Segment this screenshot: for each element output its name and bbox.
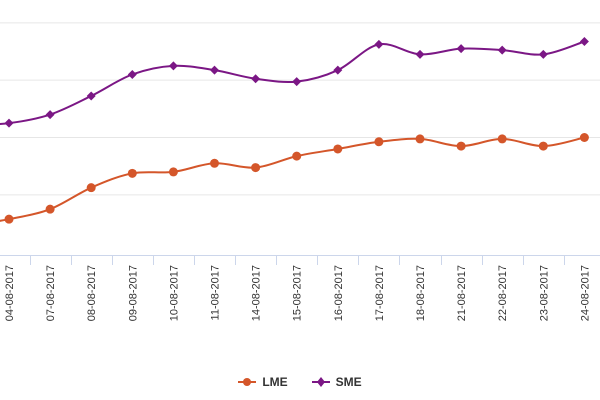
- x-tick-label: 11-08-2017: [210, 265, 222, 320]
- data-point-sme[interactable]: [538, 49, 548, 59]
- legend: LME SME: [0, 371, 600, 393]
- data-point-sme[interactable]: [579, 36, 589, 46]
- x-tick-label: 14-08-2017: [251, 265, 263, 321]
- x-tick-label: 15-08-2017: [292, 265, 304, 321]
- x-tick-label: 18-08-2017: [415, 265, 427, 321]
- data-point-sme[interactable]: [497, 45, 507, 55]
- legend-label-sme: SME: [335, 375, 362, 389]
- x-tick-label: 10-08-2017: [168, 265, 180, 321]
- series-line-sme: [0, 40, 585, 126]
- data-point-lme[interactable]: [374, 137, 384, 147]
- data-point-sme[interactable]: [456, 44, 466, 54]
- legend-symbol-sme: [311, 377, 330, 387]
- data-point-sme[interactable]: [45, 110, 55, 120]
- data-point-lme[interactable]: [292, 151, 302, 161]
- data-point-sme[interactable]: [4, 118, 14, 128]
- legend-item-lme[interactable]: LME: [238, 375, 288, 389]
- legend-item-sme[interactable]: SME: [311, 375, 362, 389]
- x-tick-label: 16-08-2017: [333, 265, 345, 321]
- series-markers: [4, 36, 589, 224]
- data-point-sme[interactable]: [415, 49, 425, 59]
- data-point-lme[interactable]: [86, 183, 96, 193]
- data-point-sme[interactable]: [86, 91, 96, 101]
- gridlines: [0, 22, 600, 196]
- x-tick-label: 23-08-2017: [538, 265, 550, 321]
- data-point-lme[interactable]: [4, 214, 14, 224]
- series-lines: [0, 40, 585, 222]
- legend-symbol-lme: [238, 378, 257, 386]
- data-point-lme[interactable]: [497, 134, 507, 144]
- data-point-lme[interactable]: [168, 167, 178, 177]
- data-point-sme[interactable]: [251, 74, 261, 84]
- data-point-sme[interactable]: [127, 69, 137, 79]
- data-point-lme[interactable]: [415, 134, 425, 144]
- data-point-lme[interactable]: [251, 163, 261, 173]
- data-point-sme[interactable]: [292, 77, 302, 87]
- x-tick-label: 08-08-2017: [86, 265, 98, 321]
- x-tick-label: 17-08-2017: [374, 265, 386, 321]
- x-tick-label: 22-08-2017: [497, 265, 509, 321]
- data-point-lme[interactable]: [45, 204, 55, 214]
- x-tick-label: 07-08-2017: [45, 265, 57, 321]
- x-tick-label: 24-08-2017: [579, 265, 591, 321]
- data-point-lme[interactable]: [333, 144, 343, 154]
- x-axis-tick-labels: 04-08-2017 07-08-2017 08-08-2017 09-08-2017…: [4, 265, 591, 321]
- data-point-lme[interactable]: [456, 141, 466, 151]
- x-axis: [0, 255, 600, 265]
- data-point-lme[interactable]: [538, 141, 548, 151]
- data-point-lme[interactable]: [579, 133, 589, 142]
- x-tick-label: 09-08-2017: [127, 265, 139, 321]
- data-point-sme[interactable]: [333, 65, 343, 75]
- x-tick-label: 04-08-2017: [4, 265, 16, 321]
- x-tick-label: 21-08-2017: [456, 265, 468, 321]
- legend-label-lme: LME: [262, 375, 288, 389]
- data-point-sme[interactable]: [210, 65, 219, 75]
- data-point-lme[interactable]: [210, 158, 219, 168]
- data-point-sme[interactable]: [374, 39, 384, 49]
- data-point-lme[interactable]: [127, 168, 137, 178]
- data-point-sme[interactable]: [168, 61, 178, 71]
- series-line-lme: [0, 136, 585, 222]
